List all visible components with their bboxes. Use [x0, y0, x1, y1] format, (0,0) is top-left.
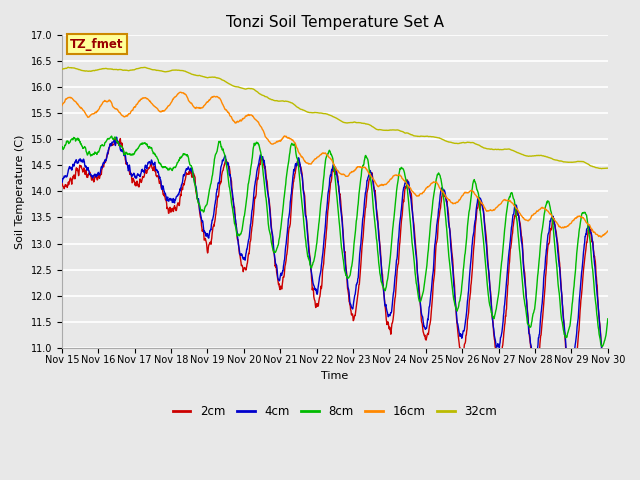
X-axis label: Time: Time: [321, 371, 349, 381]
Legend: 2cm, 4cm, 8cm, 16cm, 32cm: 2cm, 4cm, 8cm, 16cm, 32cm: [168, 400, 502, 423]
Y-axis label: Soil Temperature (C): Soil Temperature (C): [15, 134, 25, 249]
Text: TZ_fmet: TZ_fmet: [70, 38, 124, 51]
Title: Tonzi Soil Temperature Set A: Tonzi Soil Temperature Set A: [226, 15, 444, 30]
